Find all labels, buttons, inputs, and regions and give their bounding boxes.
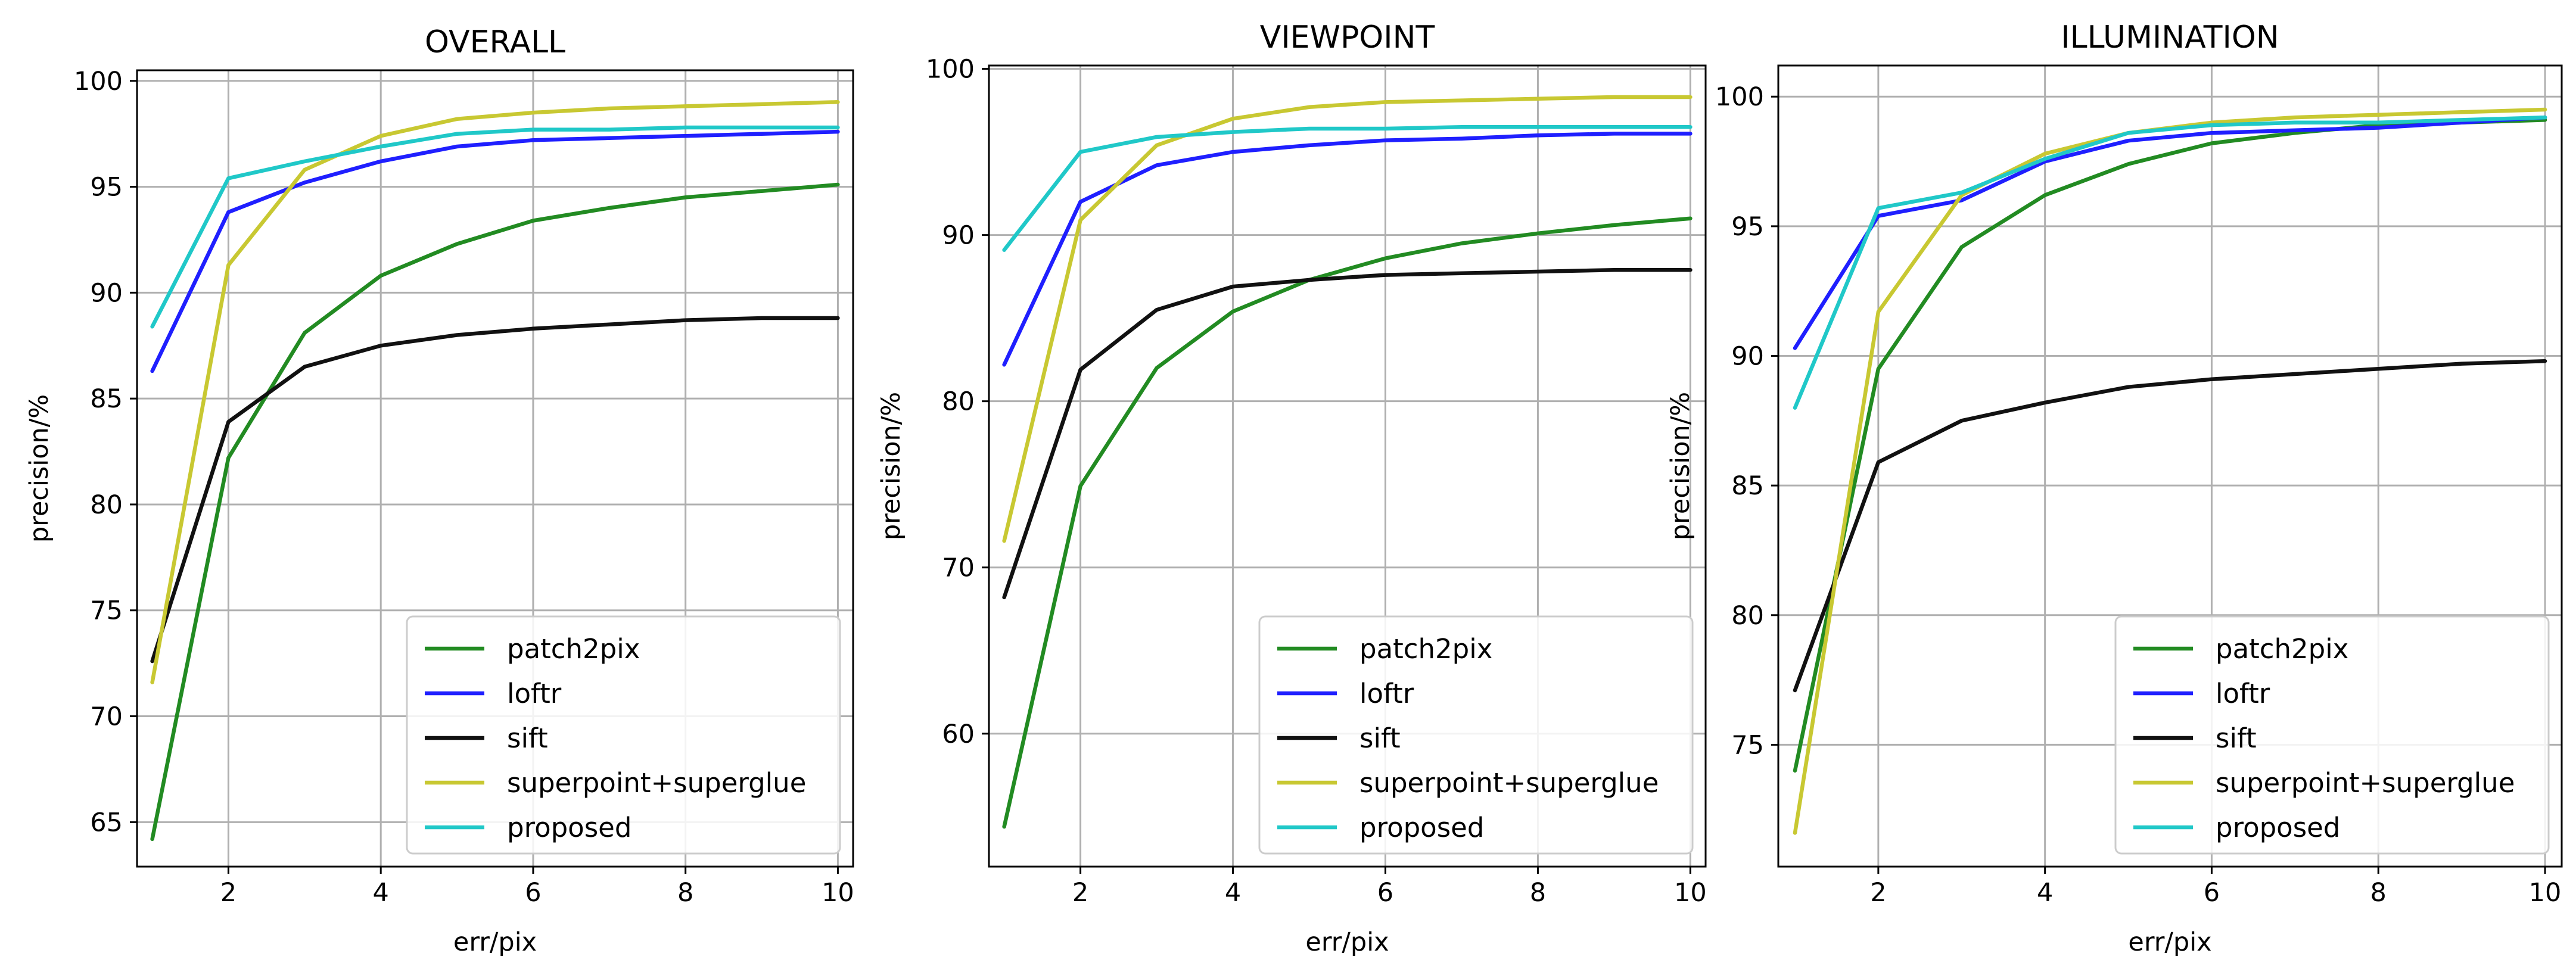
y-tick-label: 90 [942, 221, 975, 251]
legend-label-superpoint-superglue: superpoint+superglue [507, 767, 806, 799]
series-line-proposed [150, 125, 840, 329]
y-tick-label: 70 [942, 553, 975, 583]
legend-label-patch2pix: patch2pix [507, 633, 640, 665]
series-line-superpoint-superglue [150, 100, 840, 684]
x-tick-label: 4 [373, 878, 389, 908]
x-tick-label: 10 [1674, 878, 1707, 908]
x-tick-label: 6 [1377, 878, 1393, 908]
y-tick-label: 80 [90, 490, 123, 520]
chart-title: OVERALL [425, 24, 565, 60]
y-tick-label: 80 [1731, 601, 1764, 631]
series-line-sift [1002, 267, 1693, 600]
series-line-loftr [1793, 115, 2547, 350]
x-axis-label: err/pix [1305, 927, 1389, 957]
y-tick-label: 90 [90, 278, 123, 308]
x-tick-label: 4 [2037, 878, 2053, 908]
series-line-proposed [1002, 124, 1693, 252]
plot-frame [1777, 64, 2563, 868]
x-tick-label: 4 [1225, 878, 1241, 908]
y-axis-label: precision/% [876, 392, 906, 540]
y-axis-label: precision/% [24, 394, 54, 543]
x-axis-label: err/pix [2128, 927, 2211, 957]
chart-illumination: 2 4 6 8 10 75 80 85 90 95 100 ILLUMINATION err/pix pr… [1666, 20, 2563, 957]
legend-label-superpoint-superglue: superpoint+superglue [1359, 767, 1659, 799]
legend-label-sift: sift [1359, 722, 1401, 754]
chart-viewpoint: 2 4 6 8 10 60 70 80 90 100 VIEWPOINT err/pix precisi… [876, 20, 1707, 957]
y-tick-label: 60 [942, 720, 975, 749]
y-tick-label: 70 [90, 702, 123, 732]
x-tick-label: 8 [677, 878, 693, 908]
y-tick-label: 80 [942, 387, 975, 417]
legend-box [406, 615, 841, 855]
series-line-patch2pix [1002, 216, 1693, 829]
plot-frame [988, 64, 1707, 868]
legend-label-superpoint-superglue: superpoint+superglue [2216, 767, 2515, 799]
x-tick-label: 10 [2529, 878, 2562, 908]
legend-label-sift: sift [507, 722, 548, 754]
chart-overall: 2 4 6 8 10 65 70 75 80 85 90 95 100 OVERALL err/pix pre… [24, 24, 854, 957]
x-tick-label: 6 [2204, 878, 2220, 908]
y-tick-label: 95 [1731, 212, 1764, 242]
x-tick-label: 10 [822, 878, 854, 908]
series-line-loftr [150, 129, 840, 373]
chart-title: ILLUMINATION [2061, 20, 2279, 55]
legend-box [2114, 615, 2550, 855]
series-line-proposed [1793, 115, 2547, 410]
y-tick-label: 75 [90, 596, 123, 626]
series-line-sift [1793, 359, 2547, 693]
y-tick-label: 100 [74, 67, 123, 96]
legend-label-proposed: proposed [507, 812, 631, 843]
y-tick-label: 75 [1731, 730, 1764, 760]
y-axis-label: precision/% [1666, 392, 1695, 540]
y-tick-label: 85 [90, 384, 123, 414]
series-line-superpoint-superglue [1002, 95, 1693, 543]
legend: patch2pix loftr sift superpoint+superglue pr… [1258, 615, 1694, 855]
chart-title: VIEWPOINT [1260, 20, 1435, 55]
legend-label-proposed: proposed [1359, 812, 1484, 843]
legend-box [1258, 615, 1694, 855]
y-tick-label: 85 [1731, 471, 1764, 501]
legend: patch2pix loftr sift superpoint+superglue pr… [2114, 615, 2550, 855]
legend-label-patch2pix: patch2pix [1359, 633, 1492, 665]
plot-frame [136, 69, 854, 868]
y-tick-label: 65 [90, 808, 123, 837]
legend-label-patch2pix: patch2pix [2216, 633, 2348, 665]
y-tick-label: 100 [926, 55, 975, 85]
x-tick-label: 8 [1530, 878, 1546, 908]
series-line-sift [150, 316, 840, 664]
y-tick-label: 100 [1715, 82, 1764, 112]
x-tick-label: 8 [2370, 878, 2387, 908]
legend-label-loftr: loftr [507, 678, 562, 709]
legend-label-loftr: loftr [1359, 678, 1414, 709]
x-tick-label: 2 [220, 878, 237, 908]
series-line-loftr [1002, 132, 1693, 367]
x-tick-label: 2 [1870, 878, 1886, 908]
legend-label-loftr: loftr [2216, 678, 2270, 709]
legend-label-proposed: proposed [2216, 812, 2340, 843]
legend: patch2pix loftr sift superpoint+superglue pr… [406, 615, 841, 855]
y-tick-label: 95 [90, 173, 123, 203]
x-axis-label: err/pix [453, 927, 537, 957]
x-tick-label: 6 [525, 878, 541, 908]
legend-label-sift: sift [2216, 722, 2257, 754]
x-tick-label: 2 [1072, 878, 1088, 908]
y-tick-label: 90 [1731, 342, 1764, 372]
